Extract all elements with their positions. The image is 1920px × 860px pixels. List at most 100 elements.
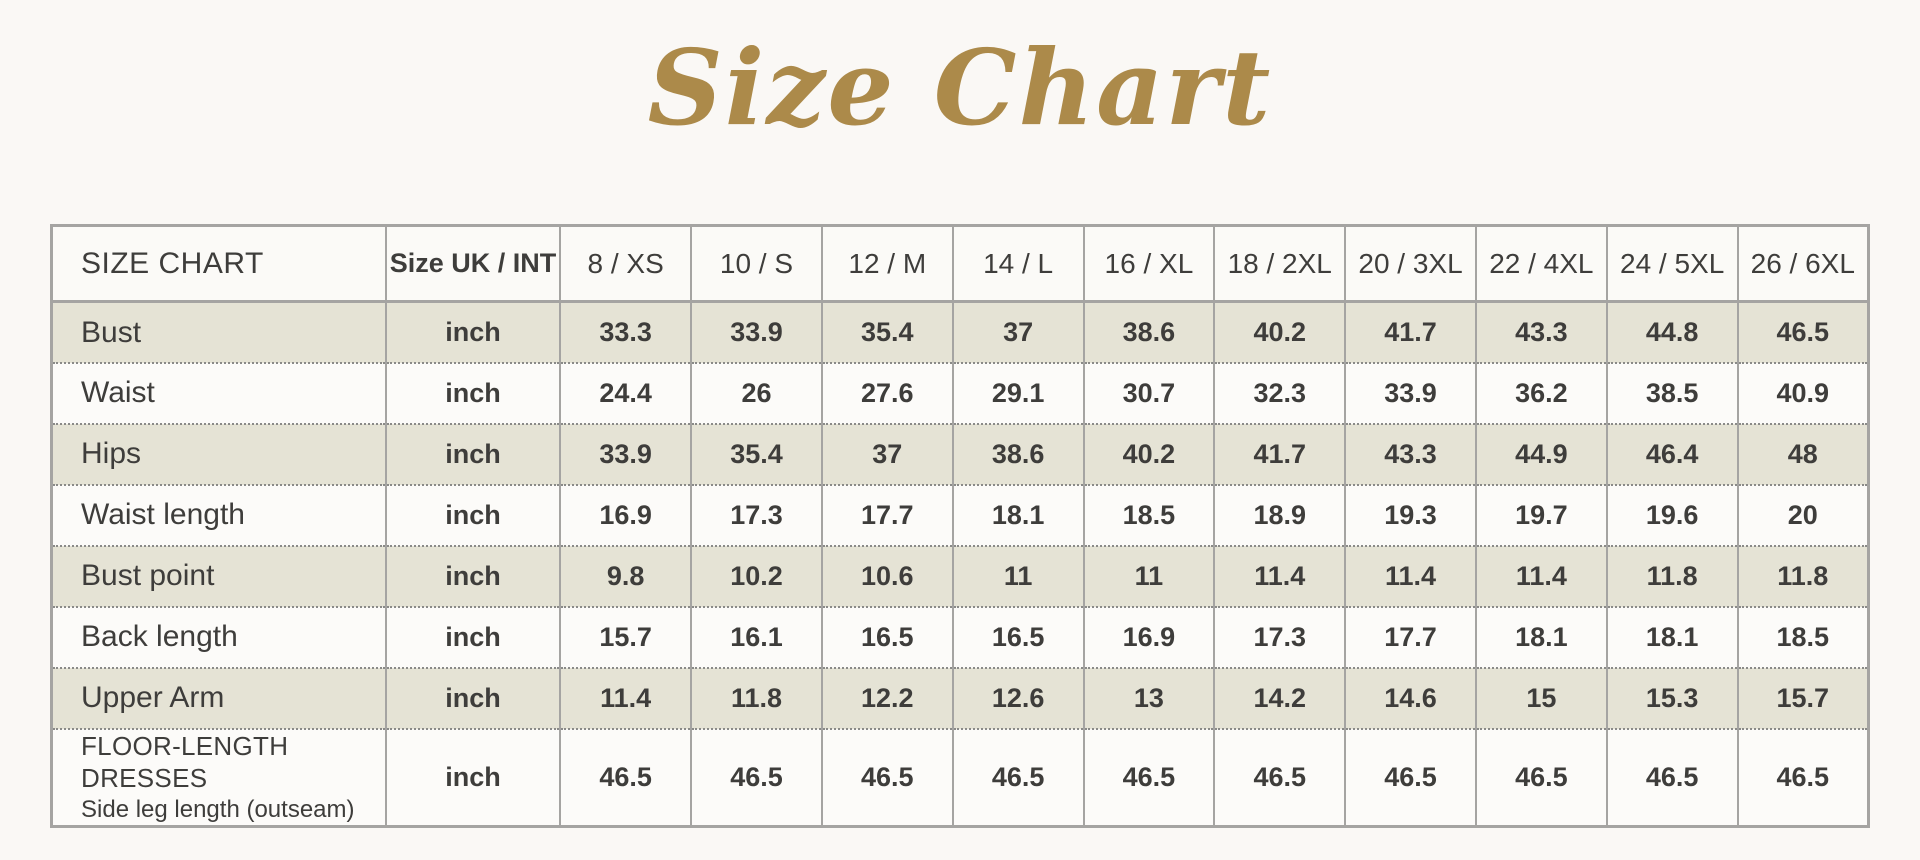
cell-value: 18.1	[1475, 605, 1608, 668]
size-column-header: 12 / M	[821, 225, 954, 303]
cell-value: 16.1	[691, 605, 823, 668]
cell-value: 13	[1083, 666, 1216, 729]
cell-value: 46.5	[1606, 727, 1739, 827]
cell-value: 11.4	[1345, 544, 1477, 607]
row-label: Back length	[51, 605, 387, 668]
row-label: Bust	[51, 300, 387, 363]
cell-value: 40.2	[1083, 422, 1216, 485]
cell-value: 16.9	[1083, 605, 1216, 668]
cell-value: 29.1	[952, 361, 1085, 424]
cell-value: 19.7	[1475, 483, 1608, 546]
size-column-header: 16 / XL	[1083, 225, 1216, 303]
table-body: Bust inch 33.3 33.9 35.4 37 38.6 40.2 41.7 43.3 44…	[51, 300, 1870, 827]
cell-value: 46.5	[1737, 727, 1870, 827]
cell-value: 30.7	[1083, 361, 1216, 424]
cell-value: 17.7	[1345, 605, 1477, 668]
cell-value: 11.8	[1737, 544, 1870, 607]
table-row: Hips inch 33.9 35.4 37 38.6 40.2 41.7 43.3 44.9 46…	[51, 422, 1870, 485]
row-unit: inch	[385, 666, 562, 729]
cell-value: 43.3	[1345, 422, 1477, 485]
table-row: Bust inch 33.3 33.9 35.4 37 38.6 40.2 41.7 43.3 44…	[51, 300, 1870, 363]
cell-value: 46.5	[1214, 727, 1347, 827]
cell-value: 33.9	[691, 300, 823, 363]
cell-value: 17.3	[691, 483, 823, 546]
table-row: Back length inch 15.7 16.1 16.5 16.5 16.9 17.3 1…	[51, 605, 1870, 668]
cell-value: 11.8	[1606, 544, 1739, 607]
cell-value: 46.5	[1475, 727, 1608, 827]
cell-value: 33.9	[1345, 361, 1477, 424]
cell-value: 17.3	[1214, 605, 1347, 668]
row-label: Bust point	[51, 544, 387, 607]
cell-value: 18.5	[1737, 605, 1870, 668]
cell-value: 46.4	[1606, 422, 1739, 485]
row-label: Waist	[51, 361, 387, 424]
cell-value: 11	[952, 544, 1085, 607]
size-column-header: 22 / 4XL	[1475, 225, 1608, 303]
table-row: Upper Arm inch 11.4 11.8 12.2 12.6 13 14.2 14.6 1…	[51, 666, 1870, 729]
cell-value: 9.8	[560, 544, 693, 607]
cell-value: 36.2	[1475, 361, 1608, 424]
cell-value: 35.4	[821, 300, 954, 363]
corner-header: SIZE CHART	[51, 225, 387, 303]
size-column-header: 26 / 6XL	[1737, 225, 1870, 303]
cell-value: 46.5	[1737, 300, 1870, 363]
size-column-header: 18 / 2XL	[1214, 225, 1347, 303]
cell-value: 12.2	[821, 666, 954, 729]
cell-value: 10.6	[821, 544, 954, 607]
table-row: Bust point inch 9.8 10.2 10.6 11 11 11.4 11.4 11.…	[51, 544, 1870, 607]
cell-value: 41.7	[1345, 300, 1477, 363]
cell-value: 11.4	[560, 666, 693, 729]
cell-value: 20	[1737, 483, 1870, 546]
table-row: Waist length inch 16.9 17.3 17.7 18.1 18.5 18.9…	[51, 483, 1870, 546]
cell-value: 15.7	[1737, 666, 1870, 729]
cell-value: 24.4	[560, 361, 693, 424]
cell-value: 18.1	[952, 483, 1085, 546]
cell-value: 35.4	[691, 422, 823, 485]
unit-column-header: Size UK / INT	[385, 225, 562, 303]
cell-value: 14.6	[1345, 666, 1477, 729]
cell-value: 11	[1083, 544, 1216, 607]
size-chart-table: SIZE CHART Size UK / INT 8 / XS 10 / S 1…	[50, 224, 1870, 828]
size-column-header: 20 / 3XL	[1345, 225, 1477, 303]
cell-value: 37	[952, 300, 1085, 363]
cell-value: 32.3	[1214, 361, 1347, 424]
cell-value: 37	[821, 422, 954, 485]
cell-value: 44.8	[1606, 300, 1739, 363]
table-row: FLOOR-LENGTH DRESSES Side leg length (out…	[51, 727, 1870, 827]
table-header: SIZE CHART Size UK / INT 8 / XS 10 / S 1…	[51, 225, 1870, 303]
cell-value: 43.3	[1475, 300, 1608, 363]
cell-value: 10.2	[691, 544, 823, 607]
cell-value: 46.5	[691, 727, 823, 827]
row-unit: inch	[385, 361, 562, 424]
cell-value: 33.9	[560, 422, 693, 485]
row-sublabel: Side leg length (outseam)	[81, 795, 355, 823]
size-column-header: 14 / L	[952, 225, 1085, 303]
cell-value: 15.7	[560, 605, 693, 668]
row-label: Upper Arm	[51, 666, 387, 729]
header-row: SIZE CHART Size UK / INT 8 / XS 10 / S 1…	[51, 225, 1870, 303]
row-unit: inch	[385, 544, 562, 607]
cell-value: 18.9	[1214, 483, 1347, 546]
cell-value: 11.4	[1214, 544, 1347, 607]
row-unit: inch	[385, 605, 562, 668]
cell-value: 15	[1475, 666, 1608, 729]
cell-value: 16.9	[560, 483, 693, 546]
size-chart-container: SIZE CHART Size UK / INT 8 / XS 10 / S 1…	[50, 224, 1870, 828]
cell-value: 46.5	[1345, 727, 1477, 827]
cell-value: 46.5	[560, 727, 693, 827]
cell-value: 48	[1737, 422, 1870, 485]
cell-value: 16.5	[952, 605, 1085, 668]
cell-value: 41.7	[1214, 422, 1347, 485]
cell-value: 38.5	[1606, 361, 1739, 424]
row-label: Waist length	[51, 483, 387, 546]
cell-value: 19.3	[1345, 483, 1477, 546]
row-unit: inch	[385, 727, 562, 827]
size-column-header: 10 / S	[691, 225, 823, 303]
cell-value: 40.2	[1214, 300, 1347, 363]
row-unit: inch	[385, 300, 562, 363]
cell-value: 46.5	[952, 727, 1085, 827]
cell-value: 38.6	[1083, 300, 1216, 363]
cell-value: 12.6	[952, 666, 1085, 729]
cell-value: 46.5	[1083, 727, 1216, 827]
row-label: Hips	[51, 422, 387, 485]
